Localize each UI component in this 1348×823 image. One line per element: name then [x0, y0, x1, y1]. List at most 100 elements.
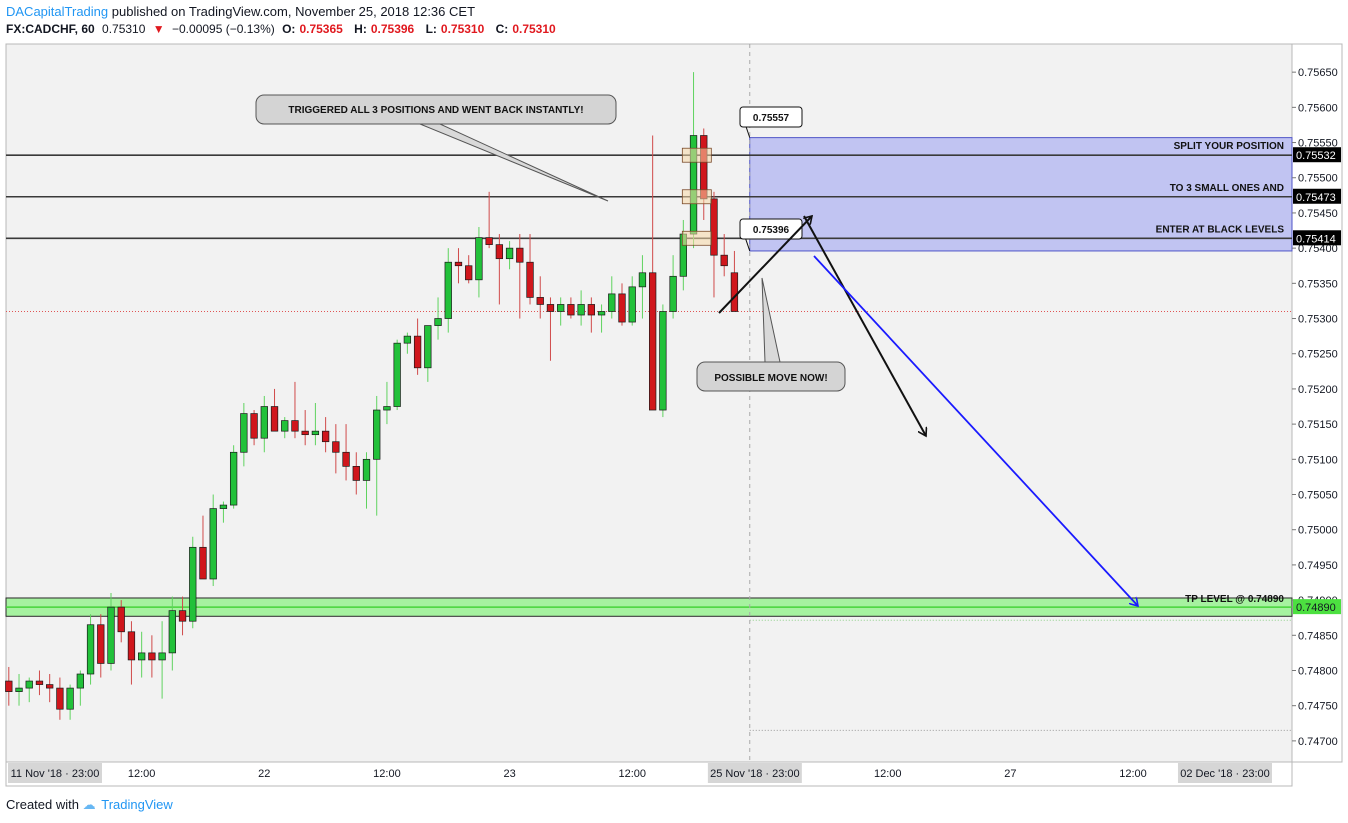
tp-note: TP LEVEL @ 0.74890	[1185, 594, 1284, 605]
down-triangle-icon: ▼	[152, 22, 165, 36]
candle-body	[720, 254, 728, 267]
open-value: O: 0.75365	[282, 22, 343, 36]
candle-body	[383, 406, 391, 411]
candle-body	[536, 297, 544, 305]
candle-body	[403, 335, 412, 344]
x-tick-label: 22	[258, 768, 270, 780]
candle-body	[270, 406, 279, 432]
candle-body	[495, 244, 504, 260]
candle-body	[189, 546, 197, 622]
candle-body	[301, 430, 309, 436]
created-with-text: Created with	[6, 797, 79, 812]
level-price-tag-2	[1293, 188, 1341, 204]
candle-body	[669, 275, 677, 312]
candle-body	[352, 466, 360, 481]
candle-body	[15, 687, 23, 692]
note-2-text: POSSIBLE MOVE NOW!	[714, 373, 827, 384]
level-note-1: SPLIT YOUR POSITION	[1174, 141, 1284, 152]
candle-body	[56, 687, 64, 710]
candle-body	[209, 508, 217, 580]
price-change: −0.00095 (−0.13%)	[172, 22, 275, 36]
author-link[interactable]: DACapitalTrading	[6, 4, 109, 19]
note-1-text: TRIGGERED ALL 3 POSITIONS AND WENT BACK …	[288, 105, 583, 116]
candle-body	[107, 606, 115, 664]
candle-body	[393, 342, 401, 407]
x-tick-label: 11 Nov '18 · 23:00	[11, 768, 100, 780]
candle-body	[434, 318, 442, 326]
entry-zone	[749, 137, 1293, 252]
x-tick-box	[707, 763, 802, 783]
candle-body	[505, 247, 514, 260]
x-tick-label: 12:00	[128, 768, 156, 780]
time-axis[interactable]	[5, 761, 1293, 787]
candle-body	[148, 652, 156, 661]
candle-body	[362, 458, 371, 481]
publish-line: DACapitalTrading published on TradingVie…	[6, 4, 475, 19]
tp-price-tag	[1293, 599, 1341, 615]
candle-body	[454, 261, 463, 267]
tradingview-link[interactable]: TradingView	[101, 797, 173, 812]
candle-body	[158, 652, 166, 661]
down-arrow	[803, 215, 926, 436]
candle-body	[321, 430, 330, 443]
tp-price-text: 0.74890	[1296, 602, 1336, 614]
callout-1-box	[739, 106, 803, 128]
candle-body	[597, 311, 606, 316]
y-tick-label: 0.75250	[1298, 349, 1338, 361]
candle-body	[178, 610, 187, 622]
candle-body	[638, 272, 647, 288]
price-chart[interactable]: SPLIT YOUR POSITION TO 3 SMALL ONES AND EN…	[0, 0, 1348, 790]
entry-marker-1	[681, 147, 712, 163]
candle-body	[587, 304, 595, 316]
y-tick-label: 0.74950	[1298, 560, 1338, 572]
y-tick-label: 0.74700	[1298, 736, 1338, 748]
candle-body	[311, 430, 320, 436]
candle-body	[608, 293, 616, 312]
candle-body	[66, 687, 74, 710]
y-tick-label: 0.75550	[1298, 138, 1338, 150]
candle-body	[117, 606, 125, 633]
y-tick-label: 0.75500	[1298, 173, 1338, 185]
level-price-text-3: 0.75414	[1296, 233, 1336, 245]
y-tick-label: 0.75100	[1298, 454, 1338, 466]
x-tick-label: 12:00	[874, 768, 902, 780]
close-value: C: 0.75310	[495, 22, 556, 36]
candle-body	[659, 311, 667, 411]
candle-body	[5, 680, 13, 692]
candle-body	[291, 420, 299, 432]
candle-body	[281, 420, 289, 432]
tradingview-cloud-icon: ☁	[82, 797, 96, 812]
candle-body	[475, 237, 483, 281]
level-price-text-1: 0.75532	[1296, 150, 1336, 162]
y-tick-label: 0.75300	[1298, 314, 1338, 326]
candle-body	[342, 451, 350, 467]
candle-body	[373, 409, 381, 460]
x-tick-label: 23	[503, 768, 515, 780]
y-tick-label: 0.75200	[1298, 384, 1338, 396]
x-tick-label: 25 Nov '18 · 23:00	[710, 768, 800, 780]
candle-body	[199, 546, 207, 580]
x-tick-label: 12:00	[373, 768, 401, 780]
high-value: H: 0.75396	[354, 22, 415, 36]
y-tick-label: 0.75600	[1298, 102, 1338, 114]
candle-body	[710, 198, 718, 256]
candle-body	[567, 304, 575, 316]
y-tick-label: 0.75650	[1298, 67, 1338, 79]
y-tick-label: 0.74850	[1298, 630, 1338, 642]
symbol-label: FX:CADCHF, 60	[6, 22, 95, 36]
level-price-tag-1	[1293, 147, 1341, 163]
candle-body	[86, 624, 95, 675]
level-note-2: TO 3 SMALL ONES AND	[1170, 183, 1284, 194]
candle-body	[97, 624, 105, 664]
low-value: L: 0.75310	[425, 22, 485, 36]
footer: Created with ☁ TradingView	[6, 797, 173, 813]
y-tick-label: 0.74750	[1298, 701, 1338, 713]
y-tick-label: 0.75050	[1298, 490, 1338, 502]
x-tick-label: 02 Dec '18 · 23:00	[1180, 768, 1270, 780]
y-tick-label: 0.74800	[1298, 665, 1338, 677]
note-2-bubble	[696, 361, 846, 392]
y-tick-label: 0.75350	[1298, 278, 1338, 290]
candle-body	[219, 504, 228, 509]
price-axis[interactable]	[1291, 43, 1343, 763]
candle-body	[250, 413, 258, 439]
